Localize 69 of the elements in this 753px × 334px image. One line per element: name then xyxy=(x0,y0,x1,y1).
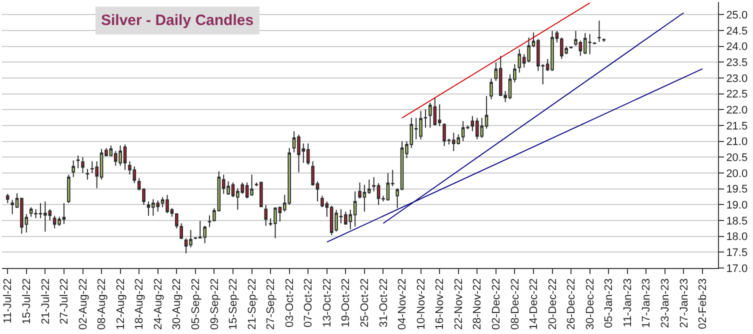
y-tick-label: 23.0 xyxy=(726,72,748,85)
candlestick xyxy=(490,78,493,100)
y-tick-label: 22.5 xyxy=(726,88,748,101)
x-tick-label: 24-Aug-22 xyxy=(152,278,164,330)
y-tick-label: 20.5 xyxy=(726,152,748,164)
y-tick-label: 24.5 xyxy=(726,25,748,38)
candlestick xyxy=(81,156,84,174)
x-tick-label: 23-Jan-23 xyxy=(660,278,672,328)
x-tick-label: 25-Oct-22 xyxy=(359,278,372,328)
x-tick-label: 02-Dec-22 xyxy=(490,278,502,330)
x-tick-label: 08-Aug-22 xyxy=(96,278,108,330)
x-tick-label: 05-Jan-23 xyxy=(603,278,616,328)
x-tick-label: 12-Aug-22 xyxy=(114,278,127,330)
x-tick-label: 16-Nov-22 xyxy=(434,278,446,330)
x-tick-label: 27-Sep-22 xyxy=(265,278,278,330)
candlestick xyxy=(396,188,399,209)
x-tick-label: 22-Nov-22 xyxy=(452,278,465,330)
y-tick-label: 23.5 xyxy=(726,57,748,70)
x-tick-label: 02-Feb-23 xyxy=(697,278,710,330)
candlestick xyxy=(598,20,601,42)
candlestick xyxy=(76,155,80,169)
y-tick-label: 18.5 xyxy=(726,215,748,228)
x-tick-label: 18-Aug-22 xyxy=(134,278,146,330)
y-tick-label: 21.0 xyxy=(726,136,748,148)
x-tick-label: 19-Oct-22 xyxy=(340,278,352,328)
y-tick-label: 25.0 xyxy=(726,10,748,22)
y-tick-label: 17.5 xyxy=(726,247,748,260)
x-tick-label: 10-Nov-22 xyxy=(415,278,428,330)
x-tick-label: 21-Jul-22 xyxy=(40,278,52,324)
x-tick-label: 27-Jul-22 xyxy=(58,278,71,324)
x-tick-label: 11-Jul-22 xyxy=(2,278,14,324)
x-tick-label: 11-Jan-23 xyxy=(622,278,634,328)
x-tick-label: 14-Dec-22 xyxy=(528,278,540,330)
y-tick-label: 20.0 xyxy=(726,168,748,180)
y-tick-label: 24.0 xyxy=(726,41,748,54)
x-tick-label: 30-Dec-22 xyxy=(584,278,596,330)
x-tick-label: 30-Aug-22 xyxy=(171,278,184,330)
x-tick-label: 21-Sep-22 xyxy=(246,278,258,330)
candlestick xyxy=(6,193,10,204)
y-tick-label: 21.5 xyxy=(726,120,748,132)
y-tick-label: 18.0 xyxy=(726,231,748,244)
candlestick xyxy=(518,48,522,74)
x-tick-label: 05-Sep-22 xyxy=(190,278,202,330)
x-tick-label: 26-Dec-22 xyxy=(566,278,578,330)
y-tick-label: 22.0 xyxy=(726,104,748,117)
y-tick-label: 19.0 xyxy=(726,200,748,212)
x-tick-label: 15-Jul-22 xyxy=(20,278,33,324)
candlestick xyxy=(86,168,90,180)
text: Silver - Daily Candles xyxy=(101,12,254,29)
candlestick xyxy=(72,160,76,178)
x-tick-label: 20-Dec-22 xyxy=(546,278,559,330)
x-tick-label: 07-Oct-22 xyxy=(302,278,315,328)
x-tick-label: 02-Aug-22 xyxy=(77,278,90,330)
y-tick-label: 17.0 xyxy=(726,262,748,275)
candlestick xyxy=(306,143,310,166)
candlestick xyxy=(208,214,212,228)
x-tick-label: 03-Oct-22 xyxy=(284,278,296,328)
y-tick-label: 19.5 xyxy=(726,184,748,196)
x-tick-label: 17-Jan-23 xyxy=(640,278,653,328)
x-tick-label: 15-Sep-22 xyxy=(228,278,240,330)
x-tick-label: 08-Dec-22 xyxy=(509,278,522,330)
candlestick xyxy=(67,174,70,204)
x-tick-label: 13-Oct-22 xyxy=(321,278,334,328)
x-tick-label: 31-Oct-22 xyxy=(378,278,390,328)
x-tick-label: 04-Nov-22 xyxy=(396,278,409,330)
x-tick-label: 27-Jan-23 xyxy=(678,278,690,328)
candlestick xyxy=(264,204,268,226)
x-tick-label: 28-Nov-22 xyxy=(472,278,484,330)
x-tick-label: 09-Sep-22 xyxy=(208,278,221,330)
